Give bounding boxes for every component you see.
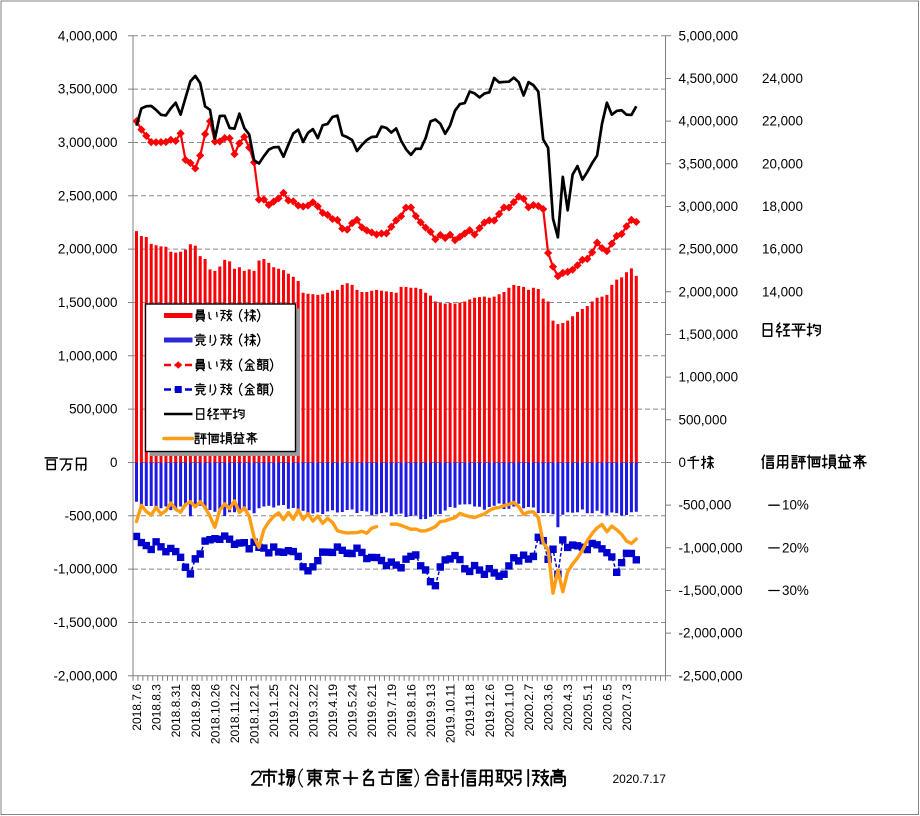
svg-text:24,000: 24,000 <box>762 71 803 86</box>
svg-text:2020.5.1: 2020.5.1 <box>581 684 595 731</box>
svg-text:2019.10.11: 2019.10.11 <box>444 684 458 743</box>
svg-text:2019.7.19: 2019.7.19 <box>385 684 399 738</box>
svg-text:2020.1.10: 2020.1.10 <box>502 684 516 738</box>
svg-text:500,000: 500,000 <box>679 412 727 427</box>
svg-text:18,000: 18,000 <box>762 199 803 214</box>
svg-text:3,500,000: 3,500,000 <box>679 156 739 171</box>
svg-text:2,000,000: 2,000,000 <box>679 284 739 299</box>
svg-text:4,500,000: 4,500,000 <box>679 71 739 86</box>
svg-text:2019.2.22: 2019.2.22 <box>287 684 301 738</box>
svg-text:14,000: 14,000 <box>762 284 803 299</box>
svg-text:0: 0 <box>110 455 117 470</box>
svg-text:2019.4.19: 2019.4.19 <box>326 684 340 738</box>
svg-text:-1,000,000: -1,000,000 <box>679 540 743 555</box>
svg-text:-500,000: -500,000 <box>679 498 732 513</box>
svg-text:2,500,000: 2,500,000 <box>679 242 739 257</box>
svg-text:3,000,000: 3,000,000 <box>679 199 739 214</box>
svg-text:2,500,000: 2,500,000 <box>58 188 118 203</box>
svg-text:-500,000: -500,000 <box>65 508 118 523</box>
svg-text:30%: 30% <box>782 583 809 598</box>
svg-text:2018.11.22: 2018.11.22 <box>228 684 242 743</box>
svg-text:16,000: 16,000 <box>762 242 803 257</box>
svg-text:10%: 10% <box>782 498 809 513</box>
svg-text:2018.8.3: 2018.8.3 <box>150 684 164 731</box>
svg-text:2019.1.25: 2019.1.25 <box>267 684 281 738</box>
svg-text:2019.12.6: 2019.12.6 <box>483 684 497 738</box>
svg-text:2018.7.6: 2018.7.6 <box>130 684 144 731</box>
svg-text:20,000: 20,000 <box>762 156 803 171</box>
svg-text:2018.10.26: 2018.10.26 <box>208 684 222 744</box>
svg-text:2018.9.28: 2018.9.28 <box>189 684 203 738</box>
svg-text:22,000: 22,000 <box>762 114 803 129</box>
svg-text:-2,000,000: -2,000,000 <box>679 626 743 641</box>
svg-text:2020.4.3: 2020.4.3 <box>561 684 575 731</box>
svg-text:-1,500,000: -1,500,000 <box>53 615 117 630</box>
svg-text:0: 0 <box>679 455 686 470</box>
svg-text:2019.3.22: 2019.3.22 <box>306 684 320 738</box>
svg-text:2019.6.21: 2019.6.21 <box>365 684 379 738</box>
svg-text:1,500,000: 1,500,000 <box>679 327 739 342</box>
svg-text:2018.12.21: 2018.12.21 <box>248 684 262 744</box>
svg-text:-2,500,000: -2,500,000 <box>679 668 743 683</box>
svg-text:20%: 20% <box>782 540 809 555</box>
svg-text:2019.5.24: 2019.5.24 <box>346 684 360 738</box>
svg-text:3,000,000: 3,000,000 <box>58 135 118 150</box>
svg-text:2018.8.31: 2018.8.31 <box>169 684 183 738</box>
svg-text:-2,000,000: -2,000,000 <box>53 668 117 683</box>
svg-text:2020.6.5: 2020.6.5 <box>600 684 614 731</box>
svg-text:1,000,000: 1,000,000 <box>58 348 118 363</box>
svg-text:2,000,000: 2,000,000 <box>58 242 118 257</box>
svg-text:2019.9.13: 2019.9.13 <box>424 684 438 738</box>
svg-text:4,000,000: 4,000,000 <box>679 114 739 129</box>
svg-text:5,000,000: 5,000,000 <box>679 28 739 43</box>
svg-text:3,500,000: 3,500,000 <box>58 82 118 97</box>
svg-text:1,000,000: 1,000,000 <box>679 370 739 385</box>
svg-text:500,000: 500,000 <box>69 402 117 417</box>
svg-text:2019.8.16: 2019.8.16 <box>404 684 418 738</box>
svg-text:-1,500,000: -1,500,000 <box>679 583 743 598</box>
svg-text:-1,000,000: -1,000,000 <box>53 562 117 577</box>
svg-text:2020.3.6: 2020.3.6 <box>542 684 556 731</box>
svg-text:2020.7.17: 2020.7.17 <box>613 772 667 786</box>
svg-text:4,000,000: 4,000,000 <box>58 28 118 43</box>
svg-text:2020.2.7: 2020.2.7 <box>522 684 536 731</box>
svg-text:2020.7.3: 2020.7.3 <box>620 684 634 731</box>
svg-text:2019.11.8: 2019.11.8 <box>463 684 477 737</box>
svg-text:1,500,000: 1,500,000 <box>58 295 118 310</box>
